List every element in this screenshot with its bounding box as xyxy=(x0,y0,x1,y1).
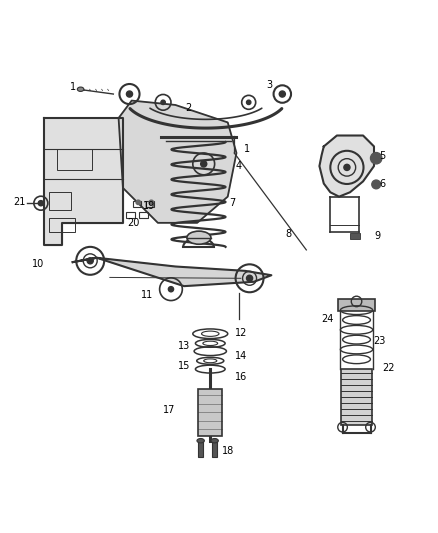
Bar xyxy=(198,441,203,457)
Text: 17: 17 xyxy=(162,405,175,415)
Circle shape xyxy=(38,200,43,206)
Text: 1: 1 xyxy=(244,143,251,154)
Bar xyxy=(57,149,92,171)
Circle shape xyxy=(201,161,207,167)
Bar xyxy=(198,389,223,436)
Text: 3: 3 xyxy=(266,80,272,90)
Text: 13: 13 xyxy=(178,341,190,351)
Text: 15: 15 xyxy=(178,361,190,371)
Circle shape xyxy=(87,258,93,264)
Bar xyxy=(212,441,217,457)
Text: 24: 24 xyxy=(321,314,333,324)
Text: 19: 19 xyxy=(143,201,155,211)
Text: 23: 23 xyxy=(374,336,386,346)
Circle shape xyxy=(161,100,165,104)
Bar xyxy=(49,192,71,210)
Text: 21: 21 xyxy=(13,197,25,207)
Bar xyxy=(133,200,141,207)
Text: 16: 16 xyxy=(235,372,247,382)
Text: 20: 20 xyxy=(127,218,140,228)
Bar xyxy=(350,233,360,239)
Text: 2: 2 xyxy=(185,103,191,114)
Text: 7: 7 xyxy=(229,198,235,208)
Polygon shape xyxy=(119,101,237,223)
Circle shape xyxy=(344,164,350,171)
Bar xyxy=(338,299,375,311)
Text: 12: 12 xyxy=(235,328,247,338)
Circle shape xyxy=(247,100,251,104)
Bar xyxy=(139,212,148,217)
Bar xyxy=(341,369,372,425)
Circle shape xyxy=(279,91,286,97)
Bar xyxy=(49,219,75,231)
Circle shape xyxy=(247,275,253,281)
Text: 18: 18 xyxy=(222,446,234,456)
Circle shape xyxy=(136,200,141,205)
Polygon shape xyxy=(44,118,123,245)
Text: 14: 14 xyxy=(235,351,247,360)
Text: 6: 6 xyxy=(380,179,386,189)
Text: 5: 5 xyxy=(380,151,386,161)
Circle shape xyxy=(149,200,153,205)
Text: 8: 8 xyxy=(285,229,291,239)
Polygon shape xyxy=(319,135,374,197)
Ellipse shape xyxy=(187,231,211,244)
Ellipse shape xyxy=(211,439,219,443)
Ellipse shape xyxy=(197,439,205,443)
Text: 4: 4 xyxy=(236,161,242,171)
Text: 22: 22 xyxy=(382,363,395,373)
Polygon shape xyxy=(73,258,272,286)
Text: 11: 11 xyxy=(141,290,153,300)
Bar xyxy=(126,212,135,217)
Bar xyxy=(146,200,154,207)
Circle shape xyxy=(372,180,381,189)
Text: 9: 9 xyxy=(374,231,380,241)
Circle shape xyxy=(371,152,382,164)
Text: 10: 10 xyxy=(32,260,44,269)
Text: 1: 1 xyxy=(70,83,76,93)
Circle shape xyxy=(168,287,173,292)
Ellipse shape xyxy=(78,87,84,92)
Circle shape xyxy=(127,91,133,97)
